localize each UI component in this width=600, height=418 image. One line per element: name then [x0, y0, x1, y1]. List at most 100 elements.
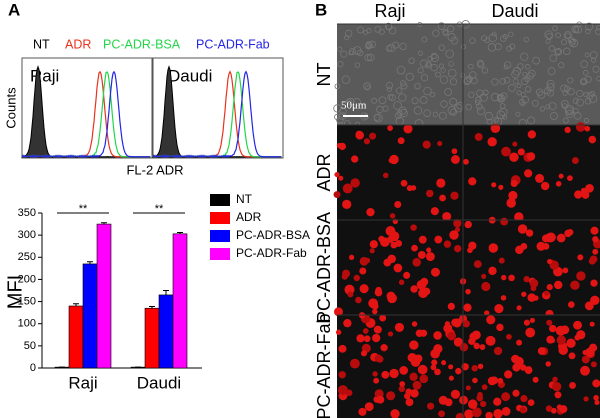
cell: [337, 46, 343, 52]
cell: [493, 346, 503, 356]
cell: [419, 96, 428, 104]
cell: [521, 291, 527, 297]
cell: [481, 67, 489, 74]
cell: [554, 391, 562, 399]
cell: [373, 113, 383, 123]
cell: [449, 97, 458, 106]
cell: [482, 89, 489, 96]
row-label: ADR: [314, 153, 334, 191]
cell: [569, 381, 576, 389]
cell: [463, 158, 469, 165]
cell: [364, 257, 371, 264]
legend-label: PC-ADR-BSA: [103, 37, 181, 51]
cell: [395, 112, 402, 119]
cell: [497, 377, 504, 384]
cell: [568, 301, 575, 308]
cell: [378, 96, 387, 105]
cell: [453, 219, 462, 228]
panel-label: B: [315, 0, 327, 19]
cell: [590, 361, 597, 368]
cell: [345, 389, 353, 397]
cell: [432, 29, 440, 37]
cell: [394, 322, 405, 332]
cell: [455, 367, 462, 375]
cell: [366, 53, 375, 62]
cell: [450, 191, 459, 200]
cell: [433, 331, 442, 340]
cell: [468, 63, 474, 70]
y-tick-label: 250: [18, 251, 36, 263]
cell: [471, 330, 481, 340]
cell: [345, 98, 352, 105]
cell: [576, 89, 584, 98]
histogram-frame: [152, 57, 284, 159]
cell: [355, 130, 363, 138]
cell: [427, 402, 435, 410]
cell: [531, 99, 539, 107]
cell: [395, 87, 403, 94]
cell: [546, 83, 555, 92]
legend-label: NT: [236, 192, 253, 206]
cell: [435, 71, 441, 78]
bar: [82, 263, 98, 369]
error-bar: [149, 305, 155, 309]
cell: [516, 63, 524, 70]
cell: [386, 291, 396, 301]
cell: [411, 97, 419, 105]
cell: [548, 102, 557, 111]
cell: [583, 396, 589, 402]
cell: [430, 364, 437, 371]
cell: [336, 60, 344, 68]
row-label: PC-ADR-BSA: [314, 212, 334, 323]
cell: [339, 107, 347, 115]
cell: [459, 343, 469, 352]
cell: [574, 334, 581, 341]
cell: [550, 112, 558, 120]
cell: [494, 43, 502, 51]
cell: [575, 122, 586, 132]
cell: [533, 295, 539, 301]
cell: [436, 178, 446, 188]
cell: [530, 285, 537, 292]
cell: [512, 389, 520, 397]
cell: [468, 177, 477, 186]
cell: [382, 105, 389, 112]
cell: [405, 398, 414, 407]
cell: [393, 101, 402, 110]
cell: [449, 230, 459, 240]
cell: [481, 384, 488, 390]
cell: [555, 181, 562, 187]
cell: [338, 371, 346, 379]
cell: [582, 69, 589, 76]
cell: [585, 347, 595, 358]
cell: [573, 320, 582, 330]
cell: [419, 59, 428, 68]
cell: [399, 366, 409, 375]
cell: [448, 375, 454, 381]
legend-label: PC-ADR-Fab: [236, 246, 307, 260]
cell: [414, 82, 421, 90]
cell: [556, 335, 566, 345]
cell: [588, 257, 596, 265]
cell: [337, 385, 348, 396]
cell: [526, 152, 536, 161]
cell: [589, 51, 598, 59]
cell: [481, 281, 491, 292]
cell: [345, 29, 353, 38]
cell: [581, 191, 590, 199]
y-tick-label: 150: [18, 295, 36, 307]
cell: [550, 338, 556, 344]
cell: [560, 99, 569, 108]
cell: [527, 293, 536, 302]
cell: [535, 173, 545, 183]
cell: [574, 190, 583, 199]
cell: [352, 98, 361, 107]
cell: [398, 385, 406, 393]
error-bar: [87, 261, 93, 264]
cell: [347, 291, 354, 298]
cell: [452, 318, 462, 328]
cell: [380, 237, 390, 247]
cell: [348, 50, 354, 56]
cell: [385, 45, 393, 52]
cell: [490, 123, 501, 133]
